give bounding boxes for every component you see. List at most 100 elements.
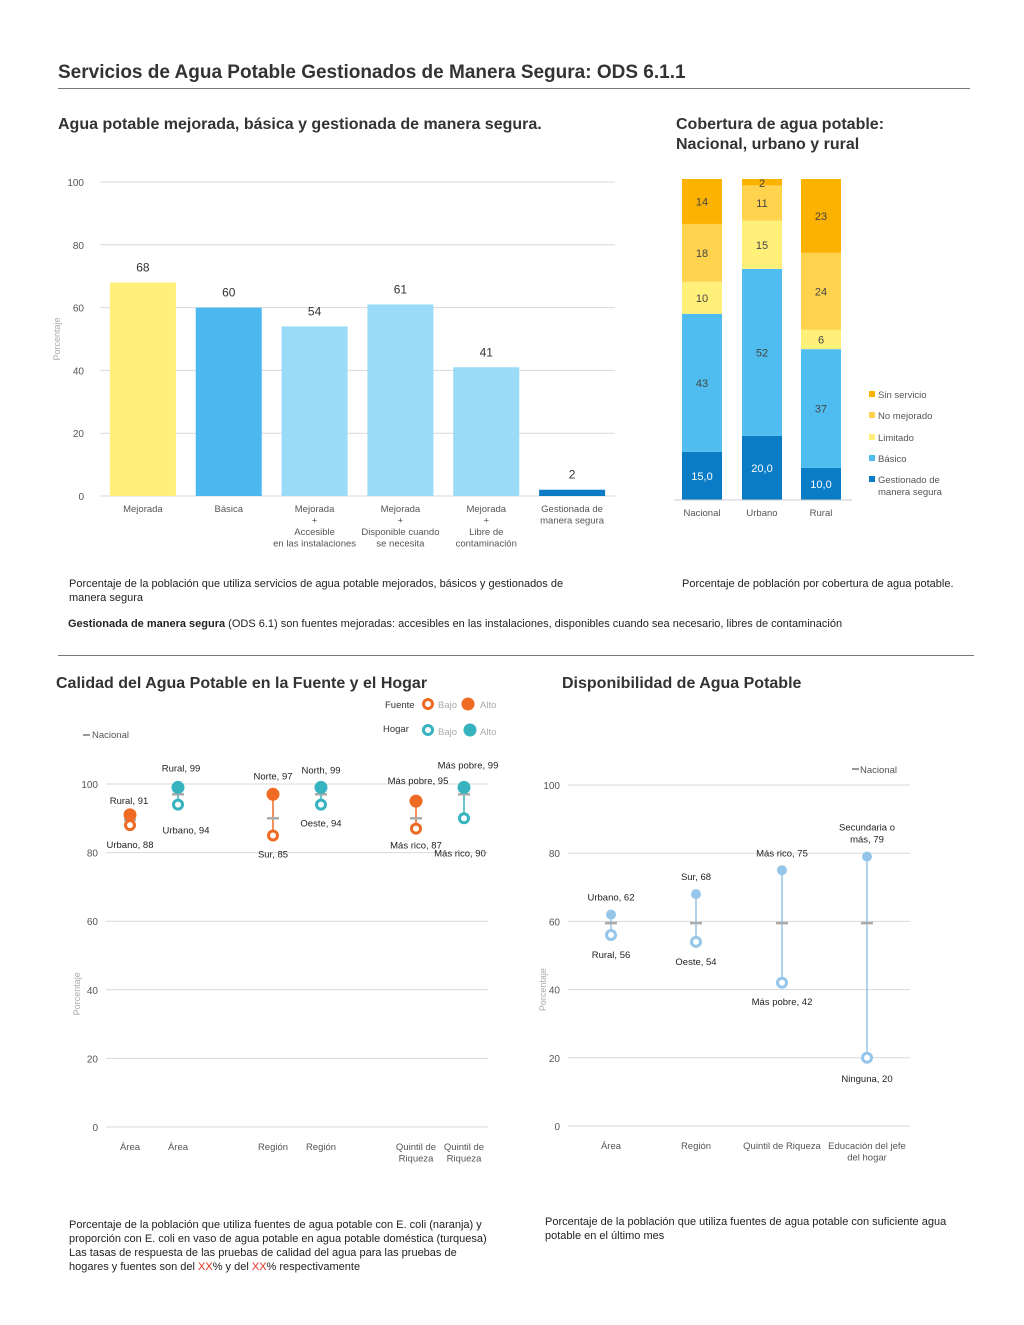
availability-dot-chart: 0 20 40 60 80 100 Porcentaje Nacional Urbano, 62… [538,765,910,1164]
x-tick-label: + [483,516,489,527]
high-point [314,780,328,794]
bar [367,304,434,496]
bar [539,489,606,496]
stacked-segment [742,268,782,436]
segment-label: 43 [696,378,708,390]
x-tick-label: Rural [810,508,833,519]
stacked-segment [801,467,841,500]
data-label: 2 [569,468,576,482]
point-label: Norte, 97 [253,771,292,782]
y-tick-label: 20 [73,429,85,440]
y-tick-label: 80 [87,849,99,860]
section-divider [58,655,974,656]
legend-label: Bajo [438,727,457,738]
definition-note: Gestionada de manera segura (ODS 6.1) so… [68,617,968,631]
segment-label: 24 [815,286,827,298]
legend-swatch [869,412,875,418]
point-label: Más pobre, 42 [752,997,813,1008]
quality-chart-caption: Porcentaje de la población que utiliza f… [69,1218,529,1274]
x-tick-label: contaminación [456,539,517,550]
low-point [690,935,702,948]
stacked-chart-title-line2: Nacional, urbano y rural [676,136,860,153]
point-label: Más pobre, 99 [438,760,499,771]
y-tick-label: 80 [73,241,85,252]
segment-label: 11 [756,198,767,210]
y-tick-label: 100 [543,781,560,792]
x-tick-label: Quintil de Riqueza [743,1141,821,1152]
stacked-segment [742,185,782,221]
y-tick-label: 60 [73,304,85,315]
x-tick-label: Área [601,1141,622,1152]
y-axis-label: Porcentaje [538,968,548,1011]
point-label: Ninguna, 20 [841,1074,892,1085]
y-tick-label: 40 [87,986,99,997]
low-point [605,929,617,942]
stacked-segment [742,220,782,269]
point-label: Rural, 91 [110,796,149,807]
title-divider [58,88,970,89]
bar [281,326,348,496]
high-point [457,780,471,794]
legend-low-marker [422,724,434,736]
low-point [124,819,136,832]
x-tick-label: Riqueza [399,1154,435,1165]
x-tick-label: se necesita [376,539,425,550]
x-tick-label: Mejorada [466,504,506,515]
legend-swatch [869,455,875,461]
quality-chart-title: Calidad del Agua Potable en la Fuente y … [56,675,428,692]
y-tick-label: 40 [549,986,561,997]
point-label: Sur, 85 [258,849,288,860]
y-axis-label: Porcentaje [52,317,62,360]
stacked-segment [801,179,841,253]
y-tick-label: 100 [67,178,84,189]
bar [195,307,262,496]
legend-swatch [869,434,875,440]
stacked-chart-title: Cobertura de agua potable: Nacional, urb… [676,115,884,155]
y-axis-label: Porcentaje [72,972,82,1015]
legend-label: Hogar [383,724,409,735]
low-point [776,976,788,989]
low-point [267,829,279,842]
x-tick-label: manera segura [540,516,605,527]
availability-chart-caption: Porcentaje de la población que utiliza f… [545,1216,947,1242]
caption-text: % y del [212,1261,252,1273]
data-label: 68 [136,260,150,274]
quality-caption-line1: Porcentaje de la población que utiliza f… [69,1219,482,1231]
point-label: más, 79 [850,835,884,846]
point-label: Más rico, 75 [756,848,808,859]
legend-label: Fuente [385,700,415,711]
segment-label: 52 [756,347,768,359]
placeholder-rate-source: XX [251,1261,267,1273]
point-label: Rural, 99 [162,763,201,774]
x-tick-label: Riqueza [447,1154,483,1165]
high-point [171,780,185,794]
bar-chart-caption: Porcentaje de la población que utiliza s… [69,578,564,604]
x-tick-label: Región [681,1141,711,1152]
bar-chart-title: Agua potable mejorada, básica y gestiona… [58,116,542,133]
stacked-segment [742,435,782,500]
y-tick-label: 80 [549,849,561,860]
x-tick-label: Mejorada [295,504,335,515]
legend-label: Sin servicio [878,390,927,401]
quality-dot-chart: 0 20 40 60 80 100 Porcentaje Fuente Bajo Alto Hoga… [72,697,499,1165]
point-label: Oeste, 54 [675,957,716,968]
high-point [691,889,701,900]
quality-caption-line3: Las tasas de respuesta de las pruebas de… [69,1247,457,1259]
y-tick-label: 100 [81,780,98,791]
x-tick-label: del hogar [847,1153,887,1164]
data-label: 54 [308,304,322,318]
legend-label: Gestionado de [878,475,940,486]
segment-label: 14 [696,196,708,208]
y-tick-label: 20 [549,1054,561,1065]
point-label: Más rico, 90 [434,848,486,859]
legend-label: Bajo [438,700,457,711]
definition-note-text: (ODS 6.1) son fuentes mejoradas: accesib… [225,618,843,630]
quality-caption-line4: hogares y fuentes son del XX% y del XX% … [69,1260,529,1274]
legend-label: manera segura [878,487,943,498]
point-label: Sur, 68 [681,872,711,883]
x-tick-label: Quintil de [444,1142,484,1153]
x-tick-label: Región [258,1142,288,1153]
point-label: North, 99 [301,765,340,776]
x-tick-label: Básica [214,504,243,515]
x-tick-label: Área [168,1142,189,1153]
